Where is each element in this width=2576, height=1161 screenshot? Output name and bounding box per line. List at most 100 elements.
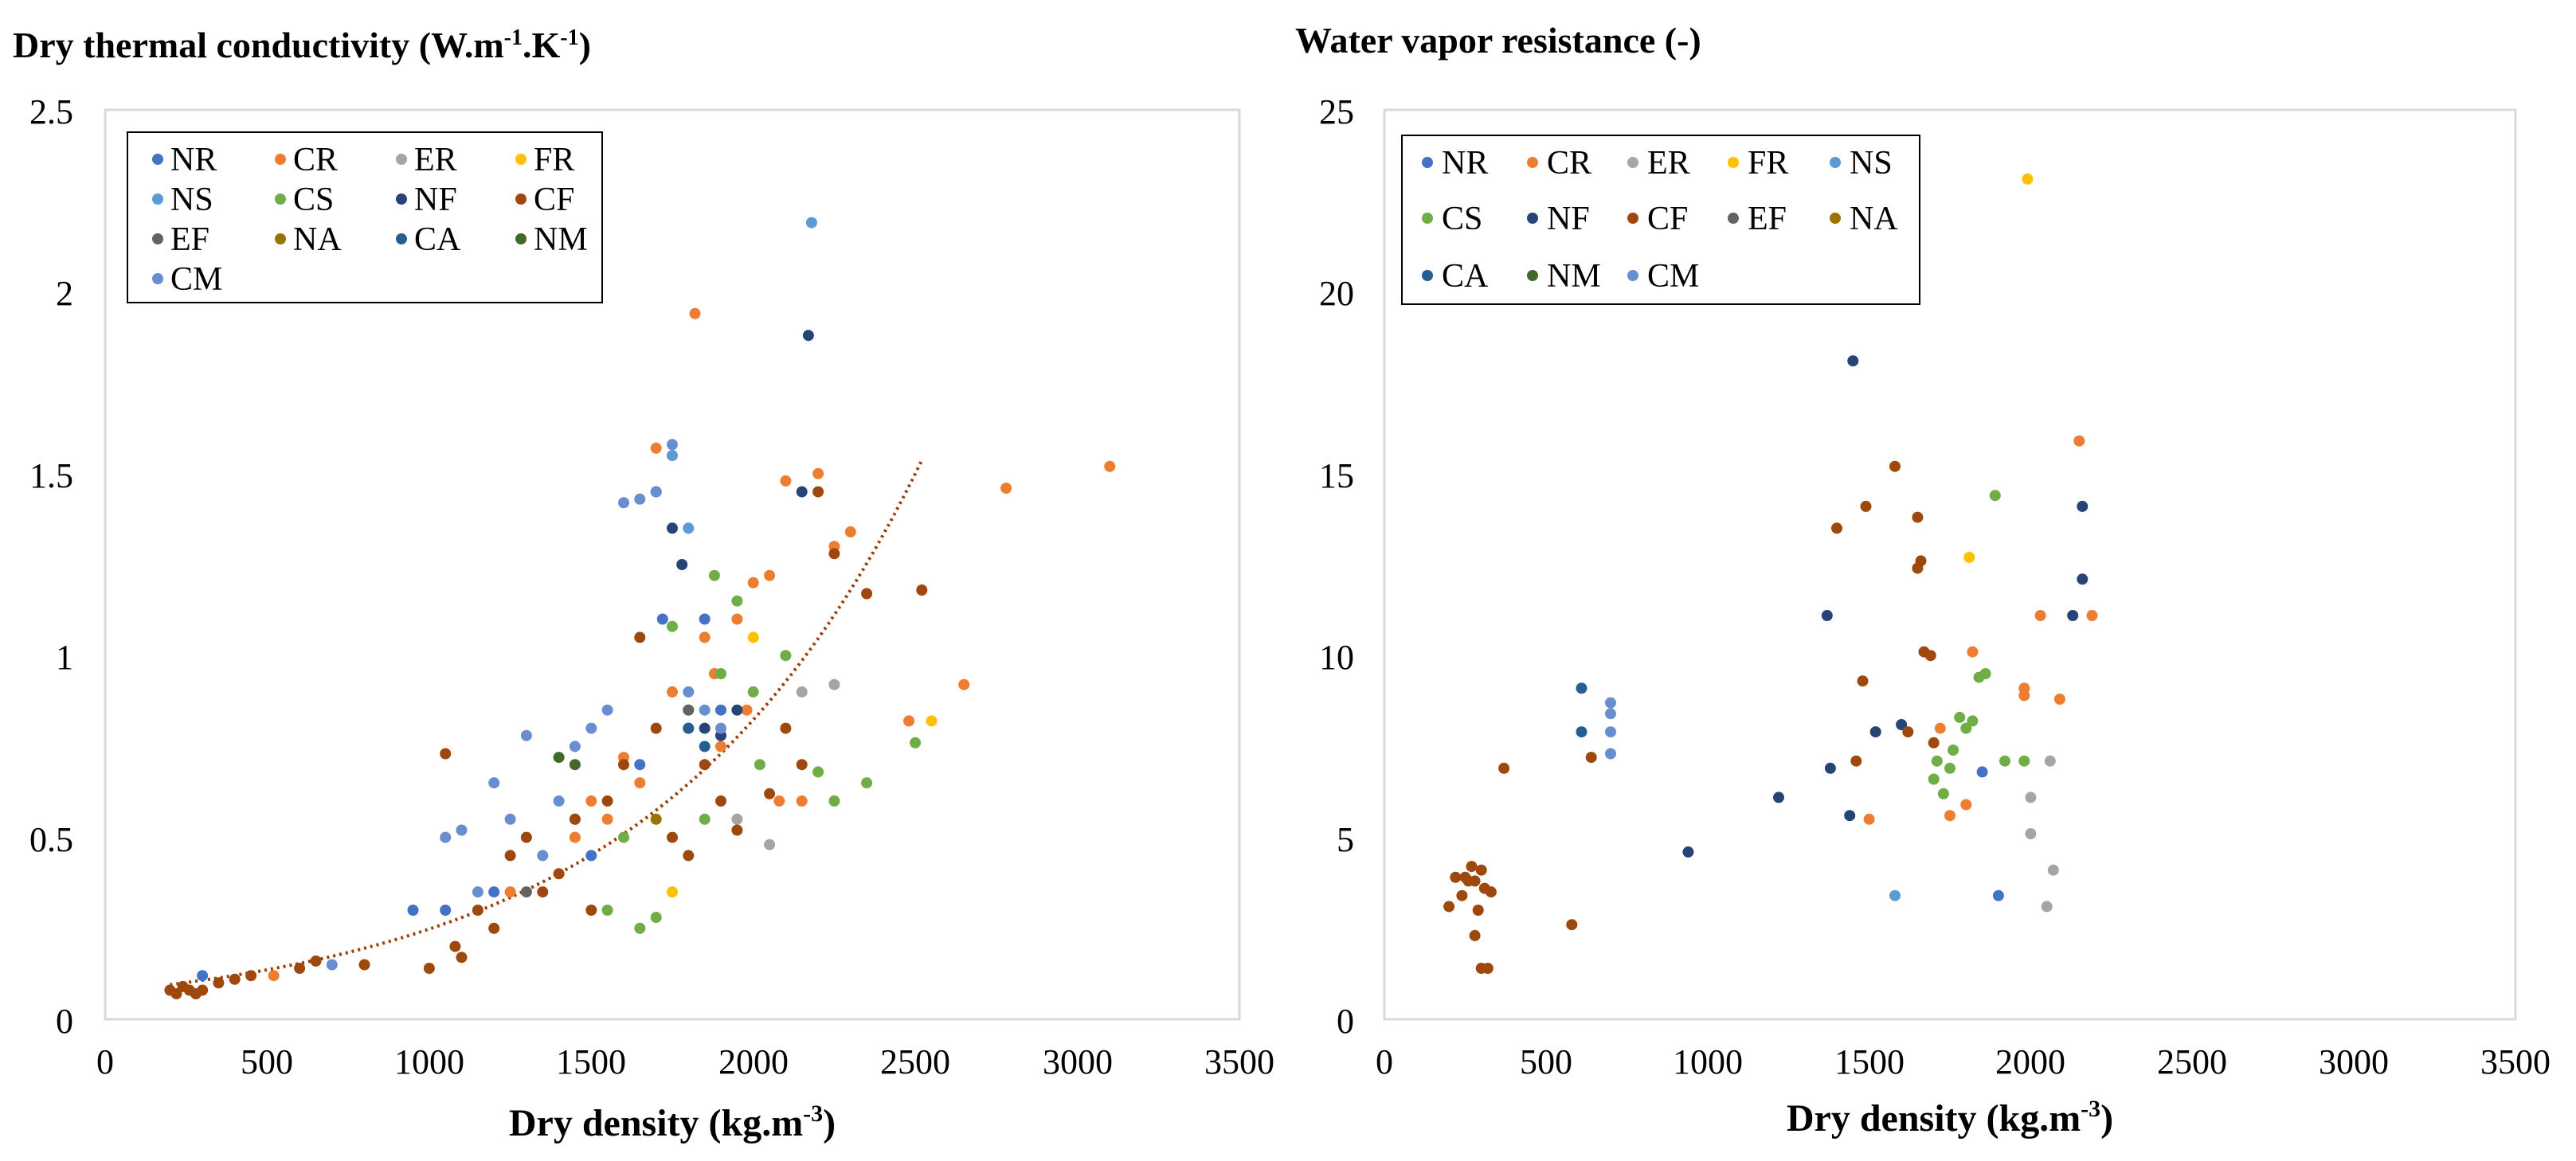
point-ef: [520, 886, 532, 898]
point-cm: [618, 497, 629, 509]
point-cr: [747, 577, 759, 588]
point-ns: [805, 217, 817, 229]
legend-marker-cm: [1627, 270, 1638, 281]
point-cs: [667, 620, 678, 632]
legend-item-ns: NS: [152, 182, 213, 218]
point-nr: [488, 886, 500, 898]
point-nr: [1992, 889, 2004, 901]
point-nf: [1869, 726, 1881, 738]
point-cs: [1944, 762, 1955, 774]
x-axis-ticks: 0 500 1000 1500 2000 2500 3000 3500: [1376, 1042, 2551, 1081]
legend-marker-nr: [152, 154, 163, 165]
y-tick-label: 2: [56, 274, 73, 313]
legend-marker-nf: [1527, 213, 1538, 224]
point-cf: [472, 905, 483, 916]
y-tick-label: 0: [56, 1002, 73, 1041]
legend-label-nr: NR: [170, 142, 217, 178]
point-cf: [1889, 460, 1901, 472]
point-cm: [553, 795, 565, 807]
y-tick-label: 0: [1337, 1002, 1354, 1041]
legend-marker-nm: [515, 233, 527, 244]
point-cf: [1466, 861, 1478, 873]
point-cf: [601, 795, 613, 807]
point-cs: [1928, 773, 1940, 785]
x-tick-label: 500: [241, 1042, 293, 1081]
point-nr: [585, 850, 597, 862]
point-nf: [1844, 810, 1856, 822]
legend-item-ef: EF: [152, 221, 209, 258]
point-cf: [828, 548, 840, 560]
point-cs: [754, 759, 765, 771]
legend-item-cr: CR: [1527, 145, 1591, 182]
point-nf: [731, 704, 743, 716]
point-cr: [1944, 810, 1955, 822]
legend-label-nm: NM: [534, 221, 588, 258]
legend-marker-cf: [1627, 213, 1638, 224]
point-cf: [1566, 919, 1578, 931]
y-tick-label: 1.5: [29, 456, 73, 495]
point-cr: [268, 970, 280, 982]
legend-label-na: NA: [293, 221, 342, 258]
legend: NR CR ER FR NS CS NF CF EF NA CA NM CM: [1401, 135, 1920, 305]
point-er: [731, 813, 743, 825]
point-cm: [504, 813, 516, 825]
legend-item-er: ER: [1627, 145, 1690, 182]
point-cm: [699, 704, 711, 716]
legend-item-cm: CM: [152, 261, 222, 298]
y-tick-label: 2.5: [29, 92, 73, 131]
point-nr: [656, 613, 668, 625]
point-cs: [1999, 755, 2010, 767]
point-nf: [1682, 846, 1694, 858]
point-nf: [1824, 762, 1836, 774]
legend-label-nm: NM: [1547, 258, 1601, 295]
x-tick-label: 3500: [2480, 1042, 2551, 1081]
point-er: [2044, 755, 2056, 767]
point-cf: [699, 759, 711, 771]
point-cr: [634, 777, 646, 789]
title-end: ): [579, 25, 591, 65]
x-tick-label: 2500: [2157, 1042, 2227, 1081]
point-cs: [1954, 711, 1966, 723]
point-cf: [812, 486, 824, 498]
legend-marker-cs: [275, 194, 286, 205]
chart-title: Dry thermal conductivity (W.m-1.K-1): [13, 25, 591, 65]
point-cf: [456, 952, 468, 964]
point-ns: [683, 522, 695, 534]
xlabel-sup: -3: [2081, 1096, 2100, 1122]
x-tick-label: 1500: [556, 1042, 626, 1081]
point-cm: [520, 729, 532, 741]
point-cr: [741, 704, 753, 716]
legend-marker-ef: [152, 233, 163, 244]
legend-label-ef: EF: [170, 221, 209, 258]
legend-item-cf: CF: [515, 182, 574, 218]
point-cr: [796, 795, 808, 807]
point-cr: [667, 686, 678, 698]
point-cf: [1915, 555, 1927, 567]
xlabel-end: ): [2100, 1097, 2113, 1140]
legend-item-er: ER: [396, 142, 457, 178]
point-cf: [634, 631, 646, 643]
legend-label-cf: CF: [534, 182, 574, 218]
legend-marker-ns: [152, 194, 163, 205]
point-cm: [440, 831, 452, 843]
point-cf: [423, 963, 435, 974]
legend-marker-ca: [396, 233, 407, 244]
point-cf: [1472, 905, 1484, 916]
legend-marker-cr: [275, 154, 286, 165]
point-cs: [1989, 490, 2001, 502]
point-cf: [780, 722, 792, 734]
point-er: [796, 686, 808, 698]
xlabel-end: ): [823, 1102, 836, 1144]
point-cr: [2034, 610, 2046, 621]
x-tick-label: 0: [1376, 1042, 1393, 1081]
point-cs: [1960, 722, 1972, 734]
point-cr: [780, 475, 792, 487]
point-cm: [569, 741, 581, 752]
point-er: [2025, 828, 2037, 839]
point-cs: [780, 650, 792, 662]
point-cf: [1924, 650, 1936, 662]
point-cr: [2018, 682, 2030, 694]
point-ef: [683, 704, 695, 716]
data-points: [164, 217, 1116, 999]
x-tick-label: 1000: [1673, 1042, 1743, 1081]
